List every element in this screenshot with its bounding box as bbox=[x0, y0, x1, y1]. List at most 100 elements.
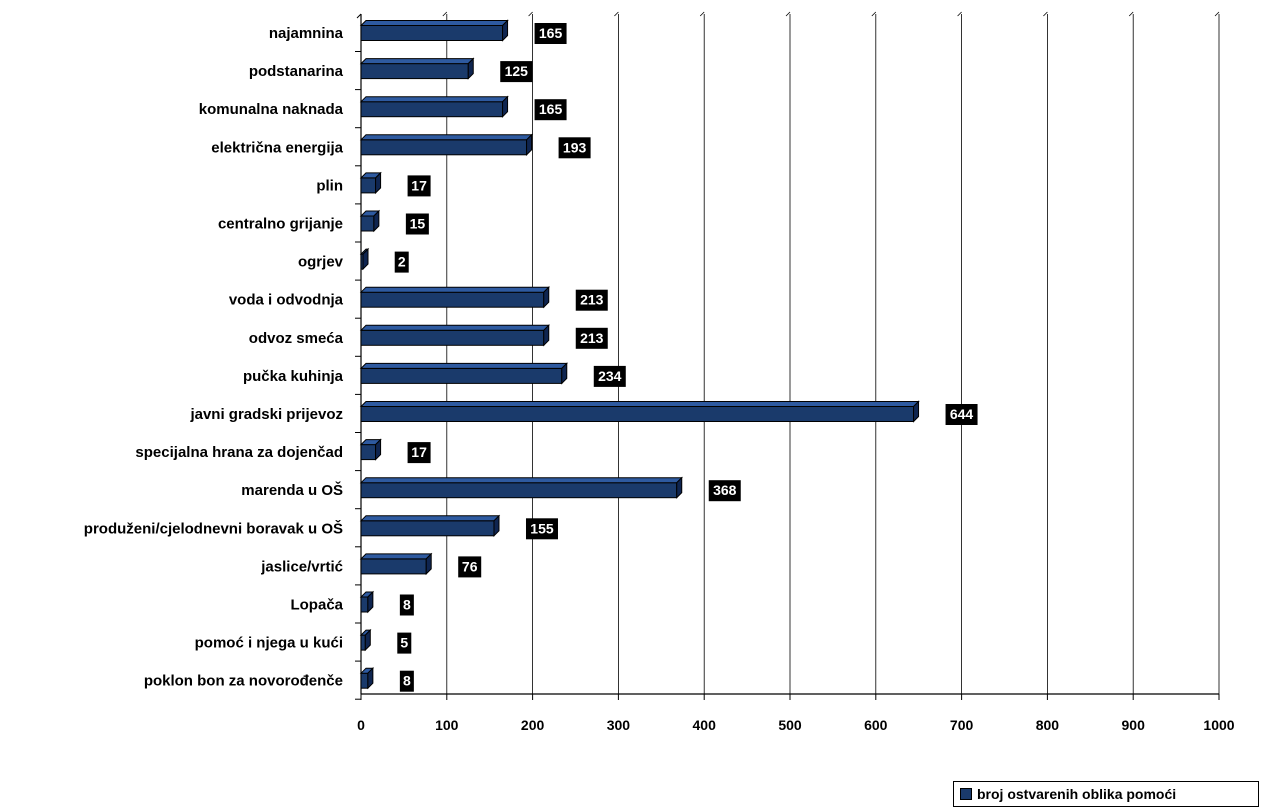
bar-front bbox=[360, 634, 366, 651]
bars bbox=[359, 19, 920, 690]
data-label-box bbox=[394, 251, 409, 273]
data-label-text: 213 bbox=[580, 330, 604, 346]
category-label: odvoz smeća bbox=[249, 330, 344, 347]
bar bbox=[359, 514, 501, 538]
category-label: komunalna naknada bbox=[199, 101, 344, 118]
gridline-depth bbox=[442, 11, 448, 17]
x-tick-label: 400 bbox=[693, 717, 717, 733]
bar bbox=[359, 552, 433, 576]
data-label-text: 193 bbox=[563, 139, 587, 155]
category-label: voda i odvodnja bbox=[229, 292, 344, 309]
bar-front bbox=[360, 329, 545, 346]
data-label-box bbox=[534, 23, 567, 44]
x-tick-label: 900 bbox=[1122, 717, 1146, 733]
gridline-depth bbox=[785, 11, 791, 17]
legend: broj ostvarenih oblika pomoći bbox=[953, 781, 1259, 807]
data-label-box bbox=[708, 480, 741, 502]
bar-side bbox=[502, 95, 509, 118]
bar-front bbox=[360, 177, 377, 194]
legend-label: broj ostvarenih oblika pomoći bbox=[977, 786, 1177, 802]
bar-side bbox=[543, 285, 550, 309]
data-label-text: 368 bbox=[713, 482, 737, 498]
category-label: centralno grijanje bbox=[218, 216, 343, 233]
bar-top bbox=[359, 553, 433, 560]
category-label: poklon bon za novorođenče bbox=[144, 673, 343, 690]
category-label: marenda u OŠ bbox=[241, 481, 343, 499]
data-label-box bbox=[558, 137, 591, 159]
data-label: 165 bbox=[534, 23, 567, 44]
bar-side bbox=[561, 362, 568, 385]
data-label-text: 5 bbox=[400, 635, 408, 651]
bar-side bbox=[676, 476, 683, 499]
axes: 0 100 200 300 400 500 600 700 800 900 1000 najamnin… bbox=[84, 13, 1235, 733]
bar bbox=[359, 247, 370, 271]
gridline-depth bbox=[957, 11, 962, 17]
bar-front bbox=[360, 139, 528, 156]
bar-side bbox=[364, 628, 371, 652]
data-label-box bbox=[458, 556, 482, 578]
data-label-box bbox=[397, 632, 412, 654]
bar-side bbox=[375, 438, 382, 461]
data-label: 15 bbox=[405, 213, 429, 235]
bar-top bbox=[359, 477, 683, 484]
bar-front bbox=[360, 596, 369, 613]
bar-top bbox=[359, 515, 501, 522]
data-label-text: 2 bbox=[398, 254, 406, 270]
data-label: 213 bbox=[575, 327, 608, 349]
gridline-depth bbox=[699, 11, 705, 17]
data-label-box bbox=[593, 365, 626, 387]
category-label: podstanarina bbox=[249, 63, 344, 80]
bar-front bbox=[360, 215, 375, 232]
bar-side bbox=[425, 552, 432, 576]
data-label-text: 125 bbox=[505, 63, 529, 79]
bar bbox=[359, 362, 568, 385]
data-labels: 165 125 165 193 17 15 2 213 213 234 644 17 368 155 76 8… bbox=[394, 23, 978, 692]
bar-front bbox=[360, 482, 678, 499]
data-label: 8 bbox=[399, 670, 414, 692]
x-tick-label: 200 bbox=[521, 717, 545, 733]
x-tick-label: 1000 bbox=[1203, 717, 1234, 733]
data-label: 234 bbox=[593, 365, 626, 387]
gridline-depth bbox=[1214, 11, 1220, 17]
data-label-box bbox=[399, 594, 414, 616]
data-label-box bbox=[500, 61, 533, 83]
bar bbox=[359, 209, 381, 233]
bar bbox=[359, 19, 509, 42]
x-tick-label: 600 bbox=[864, 717, 888, 733]
bar bbox=[359, 476, 683, 499]
category-label: specijalna hrana za dojenčad bbox=[135, 444, 343, 461]
bar-front bbox=[360, 367, 563, 384]
category-label: Lopača bbox=[290, 597, 343, 614]
bar-side bbox=[362, 247, 369, 271]
x-tick-label: 300 bbox=[607, 717, 631, 733]
data-label: 644 bbox=[945, 404, 978, 425]
data-label: 193 bbox=[558, 137, 591, 159]
bar-front bbox=[360, 406, 915, 422]
bar bbox=[359, 171, 382, 195]
x-tick-label: 500 bbox=[778, 717, 802, 733]
data-label: 17 bbox=[407, 175, 431, 197]
data-label-box bbox=[407, 442, 431, 464]
x-tick-label: 100 bbox=[435, 717, 459, 733]
bar-top bbox=[359, 286, 550, 293]
data-label-text: 17 bbox=[411, 444, 427, 460]
data-label-text: 165 bbox=[539, 25, 563, 41]
category-label: najamnina bbox=[269, 25, 344, 42]
data-label-box bbox=[399, 670, 414, 692]
data-label-text: 644 bbox=[950, 406, 974, 422]
category-label: električna energija bbox=[211, 139, 343, 156]
bar-side bbox=[373, 209, 380, 233]
category-label: plin bbox=[316, 177, 343, 194]
data-label: 125 bbox=[500, 61, 533, 83]
data-label-box bbox=[945, 404, 978, 425]
data-label: 8 bbox=[399, 594, 414, 616]
bar-front bbox=[360, 25, 504, 41]
bar-side bbox=[543, 324, 550, 347]
bar bbox=[359, 95, 509, 118]
bar-top bbox=[359, 324, 550, 331]
bar-side bbox=[367, 666, 374, 690]
y-axis-depth bbox=[356, 13, 362, 19]
bar-front bbox=[360, 101, 504, 118]
data-label-text: 165 bbox=[539, 101, 563, 117]
